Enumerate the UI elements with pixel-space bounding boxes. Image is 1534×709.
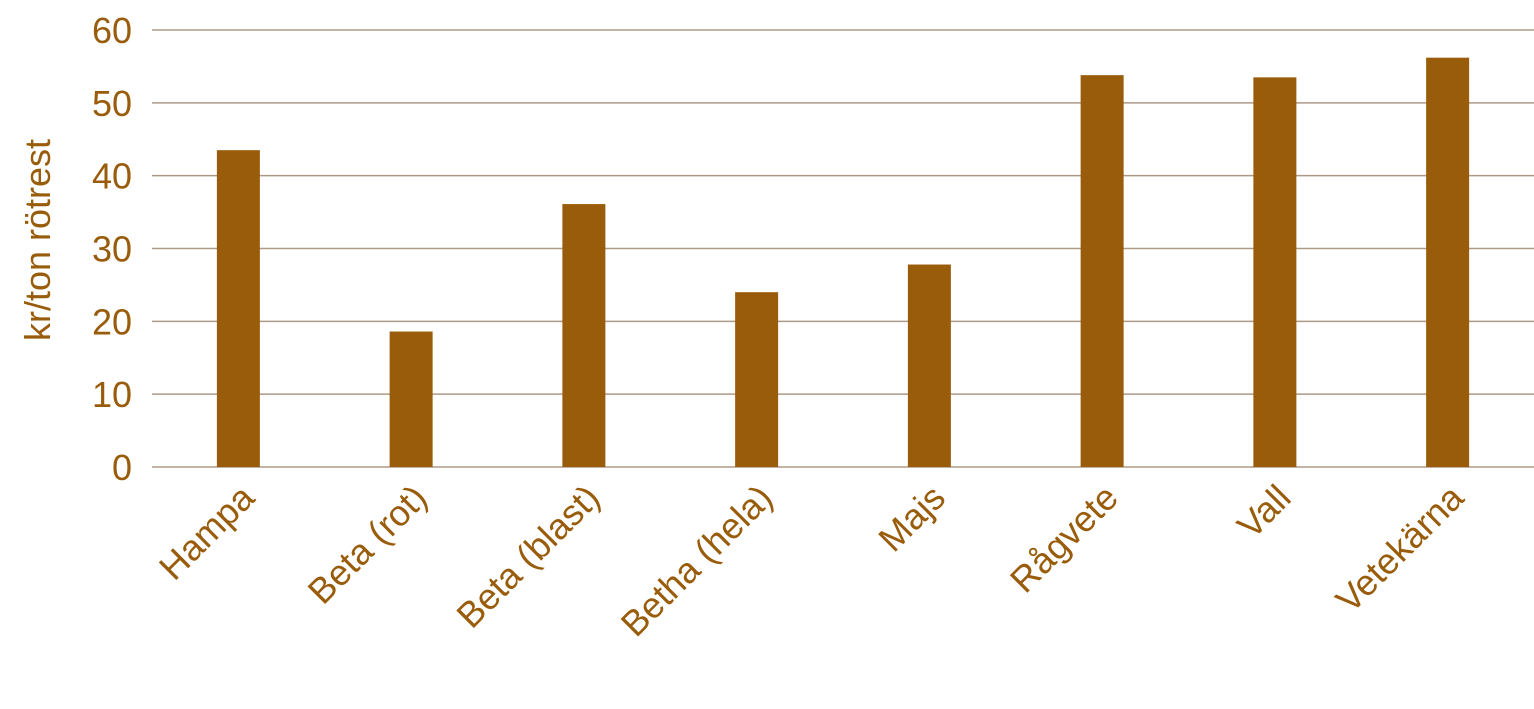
y-axis-title: kr/ton rötrest (17, 139, 58, 341)
bar-1 (389, 331, 433, 467)
y-tick-labels: 0 10 20 30 40 50 60 (92, 10, 132, 488)
x-category-label: Betha (hela) (613, 477, 781, 645)
x-category-label: Beta (rot) (300, 477, 435, 612)
y-tick-label: 60 (92, 10, 132, 51)
y-tick-label: 20 (92, 301, 132, 342)
y-tick-label: 10 (92, 374, 132, 415)
bar-3 (735, 292, 779, 467)
bar-6 (1253, 77, 1297, 467)
bar-4 (907, 264, 951, 467)
y-tick-label: 30 (92, 229, 132, 270)
x-category-label: Majs (870, 477, 953, 560)
bar-0 (216, 150, 260, 468)
bar-7 (1426, 57, 1470, 467)
x-category-label: Vetekärna (1328, 476, 1472, 620)
x-category-labels: Hampa Beta (rot) Beta (blast) Betha (hela) M… (151, 476, 1472, 644)
y-tick-label: 0 (112, 447, 132, 488)
x-category-label: Beta (blast) (448, 477, 607, 636)
gridlines (152, 29, 1534, 468)
y-tick-label: 40 (92, 156, 132, 197)
bar-2 (562, 204, 606, 468)
bars (216, 57, 1470, 468)
x-category-label: Rågvete (1002, 477, 1126, 601)
x-category-label: Hampa (151, 476, 263, 588)
bar-5 (1080, 75, 1124, 467)
x-category-label: Vall (1229, 477, 1299, 547)
y-tick-label: 50 (92, 83, 132, 124)
